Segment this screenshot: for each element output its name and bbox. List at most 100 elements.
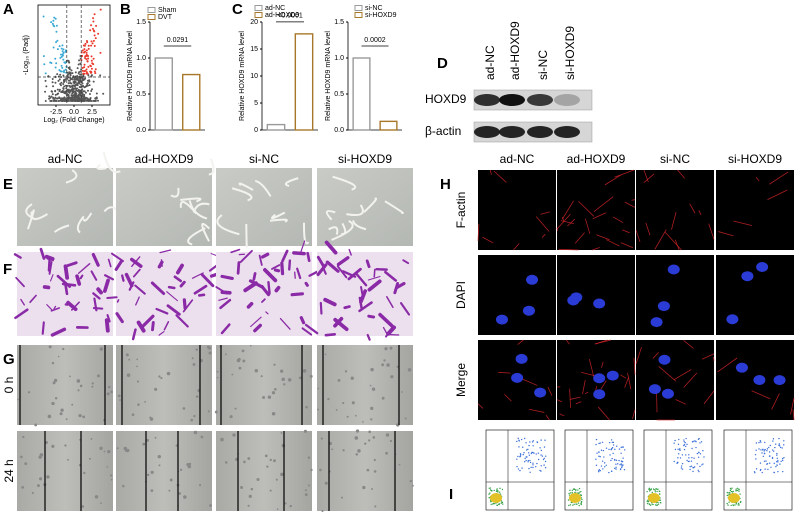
- event: [539, 447, 540, 448]
- volcano-point: [93, 30, 95, 32]
- nucleus: [774, 375, 786, 385]
- volcano-point: [71, 69, 73, 71]
- panel-label: I: [449, 486, 453, 503]
- event: [525, 460, 526, 461]
- volcano-point: [89, 29, 91, 31]
- event: [523, 454, 524, 455]
- nucleus: [741, 271, 753, 281]
- volcano-point: [57, 80, 59, 82]
- event: [691, 448, 692, 449]
- volcano-point: [97, 33, 99, 35]
- fluorescence-image: [716, 170, 794, 250]
- event: [677, 457, 678, 458]
- event: [541, 450, 542, 451]
- event: [619, 448, 620, 449]
- bar: [353, 58, 370, 130]
- volcano-point: [55, 62, 57, 64]
- population-core: [490, 493, 502, 503]
- column-header: si-NC: [249, 152, 279, 166]
- event: [604, 466, 605, 467]
- speck: [136, 358, 138, 360]
- event: [606, 465, 607, 466]
- event: [738, 491, 739, 492]
- volcano-point: [86, 54, 88, 56]
- event: [524, 461, 525, 462]
- event: [533, 452, 534, 453]
- speck: [256, 478, 259, 481]
- speck: [384, 347, 387, 350]
- speck: [155, 437, 157, 439]
- volcano-point: [62, 75, 64, 77]
- blot-band: [527, 94, 553, 106]
- volcano-point: [94, 72, 96, 74]
- volcano-point: [79, 81, 81, 83]
- volcano-point: [50, 96, 52, 98]
- volcano-point: [62, 48, 64, 50]
- event: [611, 448, 612, 449]
- event: [615, 464, 616, 465]
- speck: [193, 363, 196, 366]
- volcano-point: [61, 44, 63, 46]
- volcano-point: [60, 84, 62, 86]
- speck: [142, 443, 145, 446]
- event: [649, 504, 650, 505]
- volcano-point: [70, 94, 72, 96]
- nucleus: [662, 389, 674, 399]
- column-header: ad-HOXD9: [135, 152, 194, 166]
- speck: [53, 381, 56, 384]
- event: [621, 467, 622, 468]
- column-header: si-NC: [660, 152, 690, 166]
- cell: [153, 322, 154, 329]
- speck: [351, 377, 354, 380]
- volcano-point: [83, 45, 85, 47]
- event: [622, 464, 623, 465]
- y-tick-label: 10: [250, 73, 258, 80]
- volcano-point: [59, 78, 61, 80]
- event: [760, 449, 761, 450]
- event: [491, 490, 492, 491]
- event: [737, 488, 738, 489]
- speck: [321, 510, 323, 512]
- fluorescence-image: [557, 255, 635, 335]
- speck: [345, 370, 347, 372]
- speck: [97, 374, 100, 377]
- speck: [355, 415, 357, 417]
- event: [517, 456, 518, 457]
- bar: [183, 75, 200, 130]
- volcano-point: [87, 74, 89, 76]
- event: [532, 467, 533, 468]
- cell: [98, 289, 101, 292]
- speck: [355, 453, 358, 456]
- volcano-point: [91, 60, 93, 62]
- volcano-point: [55, 66, 57, 68]
- event: [772, 440, 773, 441]
- speck: [132, 413, 135, 416]
- speck: [149, 417, 151, 419]
- nucleus: [593, 299, 605, 309]
- event: [606, 447, 607, 448]
- speck: [305, 406, 308, 409]
- event: [502, 503, 503, 504]
- speck: [186, 463, 189, 466]
- event: [762, 472, 763, 473]
- speck: [230, 415, 233, 418]
- volcano-point: [99, 52, 101, 54]
- micrograph: [306, 242, 413, 339]
- event: [609, 454, 610, 455]
- speck: [21, 486, 24, 489]
- image-bg: [317, 168, 413, 246]
- speck: [46, 475, 49, 478]
- volcano-point: [83, 86, 85, 88]
- volcano-point: [60, 54, 62, 56]
- event: [660, 502, 661, 503]
- event: [497, 491, 498, 492]
- speck: [374, 459, 376, 461]
- event: [767, 463, 768, 464]
- image-bg: [116, 345, 212, 425]
- speck: [386, 433, 389, 436]
- event: [530, 467, 531, 468]
- event: [678, 453, 679, 454]
- event: [780, 461, 781, 462]
- event: [773, 450, 774, 451]
- volcano-point: [54, 58, 56, 60]
